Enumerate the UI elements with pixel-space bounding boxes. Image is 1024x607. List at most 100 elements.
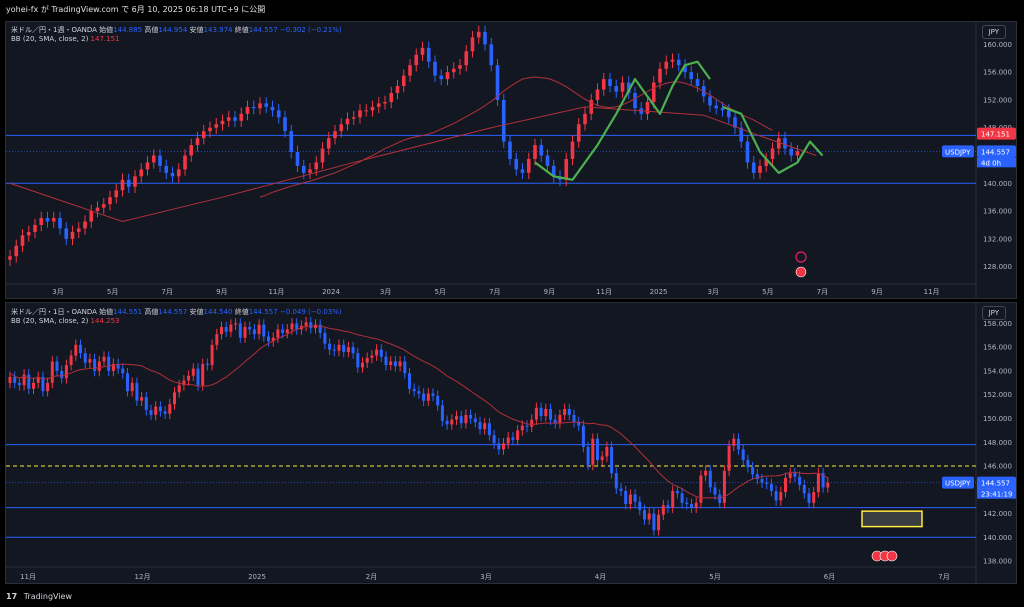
- weekly-chart-pane[interactable]: 160.000156.000152.000148.000144.000140.0…: [5, 21, 1017, 299]
- candle-body: [620, 82, 625, 92]
- candle-body: [262, 324, 266, 337]
- last-price-tag-countdown-bg: [977, 157, 1016, 168]
- tradingview-logo: 17: [6, 592, 18, 601]
- candle-body: [339, 124, 344, 132]
- x-tick-label: 5月: [709, 573, 720, 581]
- candle-body: [116, 363, 120, 369]
- candle-body: [727, 445, 731, 471]
- candle-body: [765, 482, 769, 484]
- candle-body: [664, 61, 669, 69]
- footer-brand[interactable]: TradingView: [23, 592, 73, 601]
- candle-body: [445, 420, 449, 425]
- candle-body: [140, 397, 144, 401]
- x-tick-label: 11月: [924, 288, 940, 296]
- candle-body: [69, 355, 73, 366]
- candle-body: [737, 438, 740, 450]
- candle-body: [108, 197, 112, 205]
- candle-body: [14, 245, 19, 257]
- candle-body: [120, 179, 125, 191]
- candle-body: [605, 447, 609, 457]
- candle-body: [401, 75, 406, 87]
- candle-body: [126, 179, 131, 187]
- candle-body: [27, 374, 31, 389]
- last-price-tag-bg: [977, 476, 1016, 489]
- candle-body: [495, 65, 500, 100]
- candle-body: [722, 470, 726, 503]
- bb-basis-line: [259, 76, 773, 198]
- candle-body: [149, 410, 153, 415]
- candle-body: [426, 47, 431, 62]
- candle-body: [647, 513, 651, 520]
- candle-body: [774, 490, 778, 501]
- weekly-chart-svg[interactable]: 160.000156.000152.000148.000144.000140.0…: [6, 22, 1017, 299]
- candle-body: [41, 376, 45, 392]
- candle-body: [229, 324, 233, 332]
- footer-bar: 17 TradingView: [0, 586, 1024, 607]
- candle-body: [318, 324, 322, 333]
- candle-body: [8, 256, 12, 260]
- candle-body: [699, 475, 703, 503]
- x-tick-label: 7月: [489, 288, 500, 296]
- candle-body: [708, 470, 712, 488]
- candle-body: [13, 376, 17, 383]
- candle-body: [412, 388, 416, 392]
- candle-body: [526, 158, 531, 173]
- daily-chart-pane[interactable]: 158.000 156.000 154.000 152.000 150.000 148.0…: [5, 302, 1017, 584]
- daily-currency-button[interactable]: JPY: [981, 306, 1006, 320]
- candle-body: [544, 408, 548, 417]
- candle-body: [545, 155, 550, 166]
- y-tick-label: 158.000: [983, 320, 1012, 328]
- candle-body: [248, 327, 252, 330]
- candle-body: [795, 151, 800, 156]
- candle-body: [408, 373, 411, 389]
- candle-body: [281, 329, 285, 333]
- daily-symbol-title: 米ドル／円・1日・OANDA: [11, 308, 97, 316]
- candle-body: [718, 494, 722, 503]
- candle-body: [314, 162, 319, 170]
- candle-body: [270, 106, 275, 111]
- candle-body: [168, 404, 172, 414]
- candle-body: [163, 411, 167, 414]
- candle-body: [239, 113, 244, 121]
- candle-body: [151, 155, 156, 163]
- daily-chart-svg[interactable]: 158.000 156.000 154.000 152.000 150.000 148.0…: [6, 303, 1017, 584]
- candle-body: [243, 327, 247, 338]
- candle-body: [389, 92, 394, 103]
- candle-body: [208, 127, 212, 132]
- candle-body: [751, 467, 755, 475]
- candle-body: [144, 397, 148, 411]
- candle-body: [671, 490, 675, 508]
- candle-body: [304, 322, 308, 326]
- candle-body: [289, 131, 294, 153]
- candle-body: [426, 393, 430, 401]
- candle-body: [661, 505, 665, 515]
- candle-body: [714, 105, 719, 109]
- daily-close-label: 終値: [234, 308, 249, 316]
- candle-body: [70, 231, 75, 239]
- candle-body: [83, 221, 87, 229]
- publisher-bar: yohei-fx が TradingView.com で 6月 10, 2025…: [0, 0, 1024, 20]
- candle-body: [121, 368, 125, 374]
- candle-body: [508, 141, 512, 159]
- candle-body: [501, 99, 506, 142]
- y-tick-label: 142.000: [983, 510, 1012, 518]
- candle-body: [789, 148, 794, 156]
- y-tick-label: 140.000: [983, 534, 1012, 542]
- candle-body: [139, 169, 144, 177]
- candle-body: [375, 349, 379, 356]
- candle-body: [17, 382, 21, 386]
- candle-body: [267, 336, 270, 342]
- x-tick-label: 5月: [107, 288, 118, 296]
- weekly-currency-button[interactable]: JPY: [981, 25, 1006, 39]
- candle-body: [802, 485, 806, 494]
- candle-body: [351, 347, 355, 354]
- y-tick-label: 132.000: [983, 235, 1012, 243]
- candle-body: [22, 374, 26, 386]
- symbol-tag-bg: [942, 145, 974, 158]
- candle-body: [549, 408, 552, 420]
- candle-body: [376, 103, 381, 107]
- candle-body: [364, 110, 369, 112]
- x-tick-label: 2月: [366, 573, 377, 581]
- candle-body: [290, 323, 294, 330]
- x-tick-label: 11月: [596, 288, 612, 296]
